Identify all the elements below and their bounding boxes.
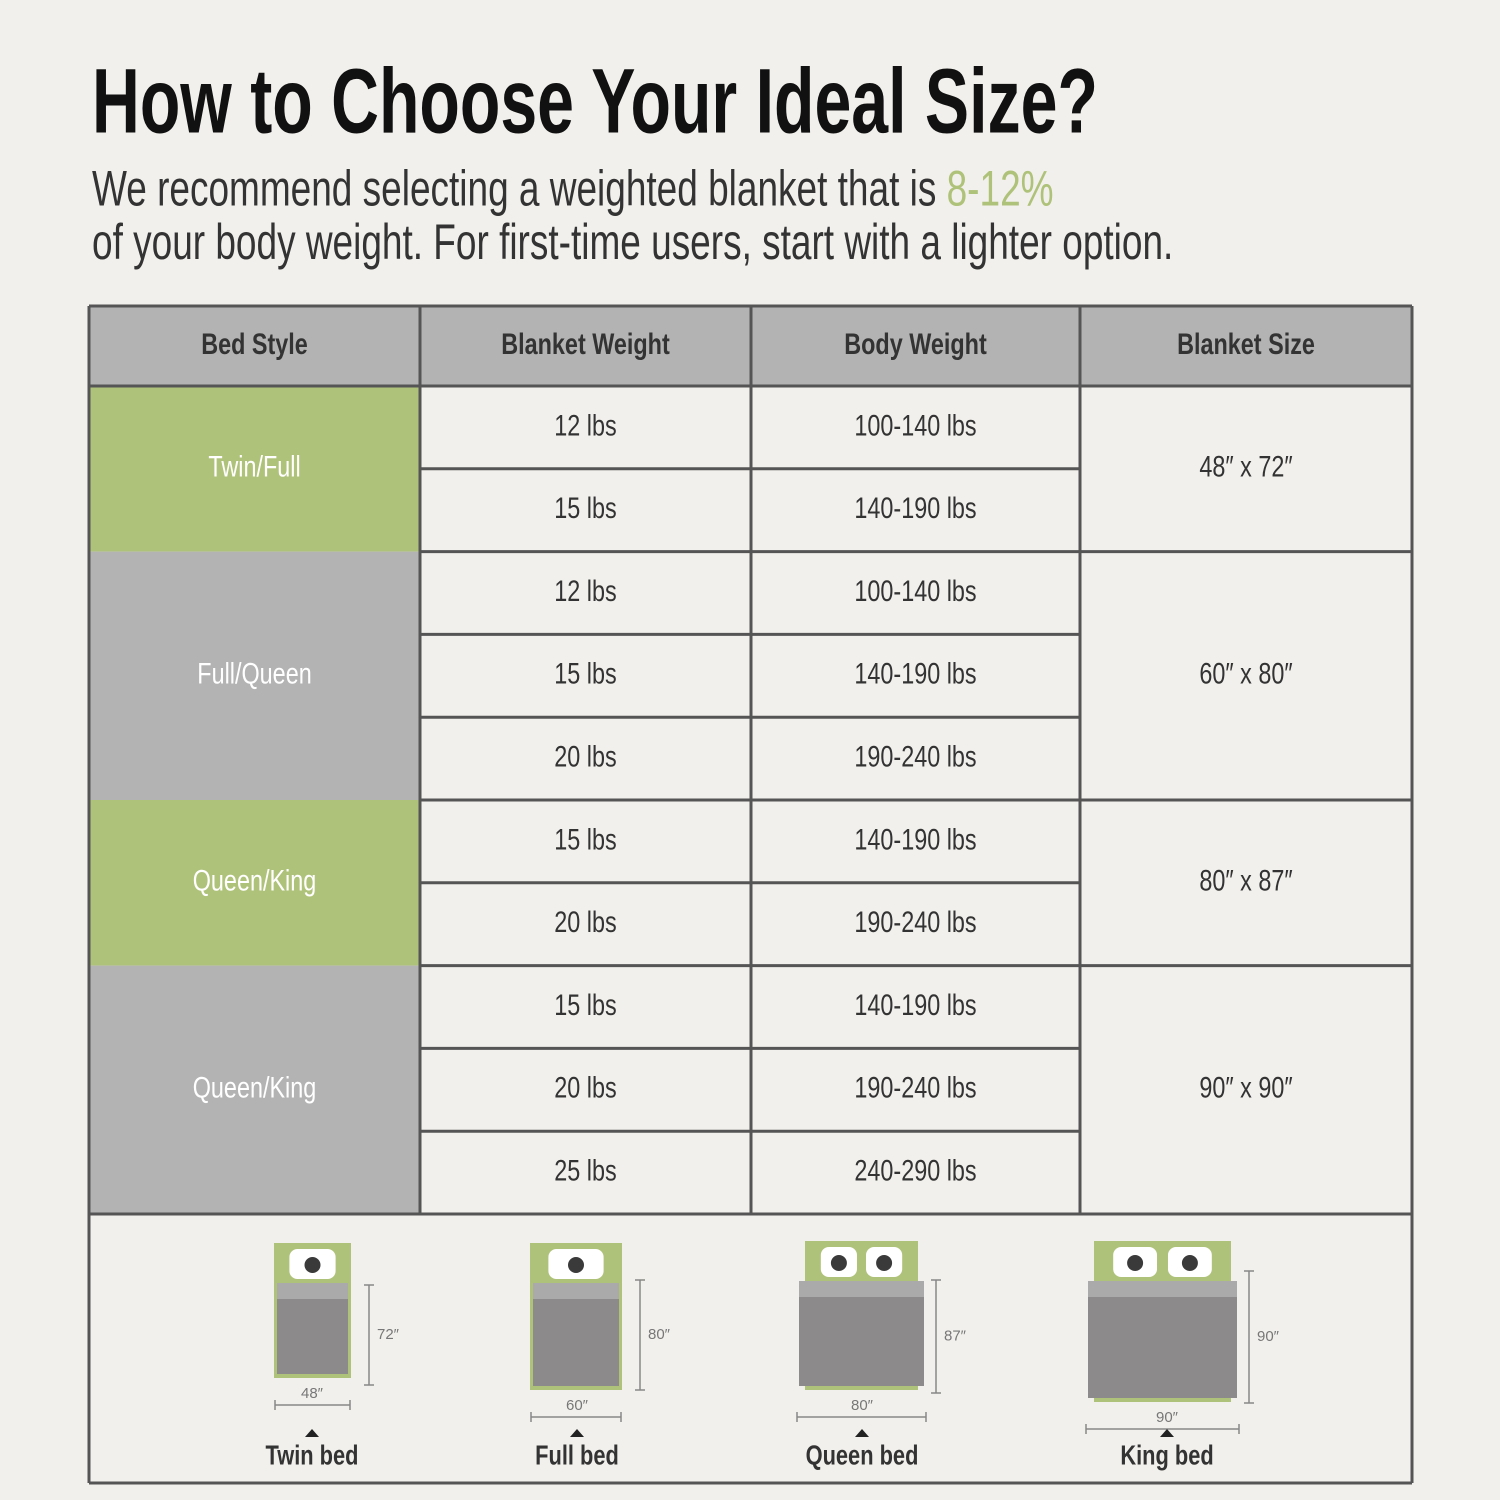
bed-style: Queen/King bbox=[193, 1071, 317, 1104]
bed-style-cell bbox=[89, 965, 420, 1214]
bed-style: Full/Queen bbox=[197, 657, 311, 690]
body-weight: 190-240 lbs bbox=[854, 1071, 976, 1104]
blanket bbox=[1088, 1297, 1237, 1398]
body-weight: 190-240 lbs bbox=[854, 740, 976, 773]
title: How to Choose Your Ideal Size? bbox=[92, 49, 1098, 152]
sleeper-head bbox=[1181, 1255, 1198, 1271]
pointer bbox=[305, 1429, 319, 1437]
blanket-weight: 20 lbs bbox=[554, 740, 616, 773]
blanket-size: 80″ x 87″ bbox=[1199, 864, 1293, 897]
sleeper-head bbox=[876, 1255, 893, 1271]
bed-width: 60″ bbox=[566, 1397, 589, 1414]
bed-length: 72″ bbox=[377, 1326, 400, 1343]
subtitle-tail: of your body weight. For first-time user… bbox=[92, 215, 1173, 271]
blanket-weight: 15 lbs bbox=[554, 988, 616, 1021]
body-weight: 140-190 lbs bbox=[854, 491, 976, 524]
blanket-fold bbox=[533, 1283, 619, 1299]
blanket bbox=[799, 1297, 924, 1386]
body-weight: 100-140 lbs bbox=[854, 409, 976, 442]
bed-style: Queen/King bbox=[193, 864, 317, 897]
subtitle-highlight: 8-12% bbox=[947, 161, 1054, 217]
subtitle-line: We recommend selecting a weighted blanke… bbox=[92, 161, 1054, 217]
sleeper-head bbox=[568, 1257, 584, 1273]
column-header: Blanket Size bbox=[1177, 327, 1315, 360]
bed-style: Twin/Full bbox=[208, 450, 300, 483]
blanket-weight: 15 lbs bbox=[554, 491, 616, 524]
body-weight: 190-240 lbs bbox=[854, 905, 976, 938]
bed-length: 80″ bbox=[648, 1326, 671, 1343]
body-weight: 240-290 lbs bbox=[854, 1154, 976, 1187]
blanket bbox=[277, 1299, 348, 1374]
blanket-fold bbox=[799, 1281, 924, 1297]
body-weight: 100-140 lbs bbox=[854, 574, 976, 607]
bed-label: Full bed bbox=[535, 1440, 619, 1471]
bed-width: 48″ bbox=[301, 1385, 324, 1402]
pointer bbox=[570, 1429, 584, 1437]
body-weight: 140-190 lbs bbox=[854, 988, 976, 1021]
blanket-weight: 15 lbs bbox=[554, 823, 616, 856]
blanket-fold bbox=[1088, 1281, 1237, 1297]
bed-style-cell bbox=[89, 551, 420, 800]
subtitle-lead: We recommend selecting a weighted blanke… bbox=[92, 161, 947, 217]
bed-style-cell bbox=[89, 386, 420, 552]
blanket-weight: 20 lbs bbox=[554, 905, 616, 938]
blanket-size: 48″ x 72″ bbox=[1199, 450, 1293, 483]
sleeper-head bbox=[304, 1257, 321, 1273]
sleeper-head bbox=[830, 1255, 847, 1271]
blanket-weight: 12 lbs bbox=[554, 409, 616, 442]
blanket-size: 90″ x 90″ bbox=[1199, 1071, 1293, 1104]
bed-label: Queen bed bbox=[806, 1440, 919, 1471]
bed-width: 90″ bbox=[1156, 1409, 1179, 1426]
bed-label: Twin bed bbox=[266, 1440, 359, 1471]
blanket-weight: 25 lbs bbox=[554, 1154, 616, 1187]
body-weight: 140-190 lbs bbox=[854, 657, 976, 690]
bed-label: King bed bbox=[1120, 1440, 1213, 1471]
pointer bbox=[855, 1429, 869, 1437]
blanket bbox=[533, 1299, 619, 1386]
column-header: Bed Style bbox=[201, 327, 308, 360]
blanket-fold bbox=[277, 1283, 348, 1299]
pointer bbox=[1160, 1429, 1174, 1437]
body-weight: 140-190 lbs bbox=[854, 823, 976, 856]
column-header: Body Weight bbox=[844, 327, 987, 360]
blanket-weight: 12 lbs bbox=[554, 574, 616, 607]
blanket-size: 60″ x 80″ bbox=[1199, 657, 1293, 690]
bed-style-cell bbox=[89, 800, 420, 966]
bed-length: 87″ bbox=[944, 1327, 967, 1344]
blanket-weight: 20 lbs bbox=[554, 1071, 616, 1104]
column-header: Blanket Weight bbox=[501, 327, 670, 360]
bed-length: 90″ bbox=[1257, 1328, 1280, 1345]
bed-width: 80″ bbox=[851, 1397, 874, 1414]
sleeper-head bbox=[1127, 1255, 1144, 1271]
blanket-weight: 15 lbs bbox=[554, 657, 616, 690]
